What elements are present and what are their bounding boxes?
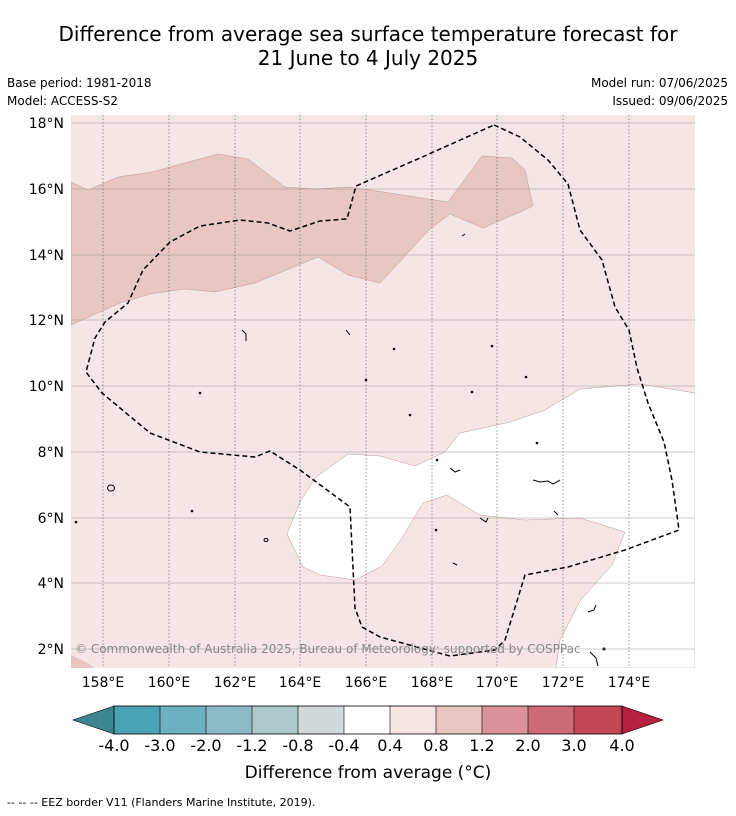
cb-tick-7: 0.4 [377, 736, 402, 755]
cb-tick-1: -4.0 [98, 736, 129, 755]
anomaly-fill-corner [71, 655, 95, 668]
title-line-1: Difference from average sea surface temp… [58, 22, 678, 46]
lat-tick-18n: 18°N [29, 116, 64, 132]
model-name: Model: ACCESS-S2 [7, 94, 119, 108]
cb-tick-10: 2.0 [515, 736, 540, 755]
lon-tick-labels: 158°E 160°E 162°E 164°E 166°E 168°E 170°… [82, 675, 651, 691]
copyright-credit: © Commonwealth of Australia 2025, Bureau… [75, 642, 581, 656]
cb-tick-8: 0.8 [423, 736, 448, 755]
colorbar-swatch-2 [160, 706, 206, 734]
lat-tick-16n: 16°N [29, 182, 64, 198]
lat-tick-14n: 14°N [29, 248, 64, 264]
lat-tick-labels: 18°N 16°N 14°N 12°N 10°N 8°N 6°N 4°N 2°N [29, 116, 64, 658]
colorbar-swatch-10 [528, 706, 574, 734]
cb-tick-12: 4.0 [609, 736, 634, 755]
cb-tick-2: -3.0 [144, 736, 175, 755]
lon-tick-168e: 168°E [411, 675, 454, 691]
issued-date: Issued: 09/06/2025 [612, 94, 728, 108]
eez-footnote: -- -- -- EEZ border V11 (Flanders Marine… [7, 796, 316, 809]
colorbar-swatch-4 [252, 706, 298, 734]
map-plot-area [71, 115, 695, 668]
lat-tick-6n: 6°N [38, 511, 64, 527]
meta-left: Base period: 1981-2018 Model: ACCESS-S2 [7, 74, 152, 110]
colorbar-swatch-5 [298, 706, 344, 734]
colorbar-swatch-1 [114, 706, 160, 734]
islands [74, 233, 606, 667]
lat-tick-4n: 4°N [38, 576, 64, 592]
lon-tick-166e: 166°E [345, 675, 388, 691]
map-title: Difference from average sea surface temp… [0, 22, 736, 70]
anomaly-fill-neutral [286, 383, 695, 668]
lon-tick-170e: 170°E [476, 675, 519, 691]
lat-gridlines [71, 122, 695, 650]
eez-border [85, 124, 680, 657]
lat-tick-2n: 2°N [38, 642, 64, 658]
title-line-2: 21 June to 4 July 2025 [257, 46, 479, 70]
lat-tick-8n: 8°N [38, 445, 64, 461]
colorbar-tick-labels: -4.0 -3.0 -2.0 -1.2 -0.8 -0.4 0.4 0.8 1.… [98, 736, 634, 755]
colorbar-swatch-6 [344, 706, 390, 734]
anomaly-fill-0.8-1.2 [71, 153, 534, 326]
colorbar-label: Difference from average (°C) [244, 763, 492, 783]
colorbar-swatch-low-extend [72, 705, 115, 735]
lat-tick-12n: 12°N [29, 313, 64, 329]
colorbar-swatch-high-extend [621, 705, 664, 735]
colorbar-swatch-9 [482, 706, 528, 734]
cb-tick-6: -0.4 [328, 736, 359, 755]
colorbar-frame [113, 705, 623, 735]
colorbar-swatch-3 [206, 706, 252, 734]
lon-tick-172e: 172°E [542, 675, 585, 691]
colorbar-swatch-7 [390, 706, 436, 734]
meta-right: Model run: 07/06/2025 Issued: 09/06/2025 [591, 74, 728, 110]
lon-tick-164e: 164°E [279, 675, 322, 691]
gridlines [102, 115, 630, 668]
colorbar-swatch-8 [436, 706, 482, 734]
lat-tick-10n: 10°N [29, 379, 64, 395]
cb-tick-5: -0.8 [282, 736, 313, 755]
lon-tick-174e: 174°E [608, 675, 651, 691]
base-period: Base period: 1981-2018 [7, 76, 152, 90]
cb-tick-9: 1.2 [469, 736, 494, 755]
cb-tick-3: -2.0 [190, 736, 221, 755]
lon-tick-160e: 160°E [148, 675, 191, 691]
model-run: Model run: 07/06/2025 [590, 76, 728, 90]
colorbar-dividers [159, 706, 575, 734]
lon-tick-162e: 162°E [214, 675, 257, 691]
cb-tick-4: -1.2 [236, 736, 267, 755]
colorbar: -4.0 -3.0 -2.0 -1.2 -0.8 -0.4 0.4 0.8 1.… [72, 705, 664, 755]
colorbar-swatch-11 [574, 706, 622, 734]
cb-tick-11: 3.0 [561, 736, 586, 755]
lon-tick-158e: 158°E [82, 675, 125, 691]
